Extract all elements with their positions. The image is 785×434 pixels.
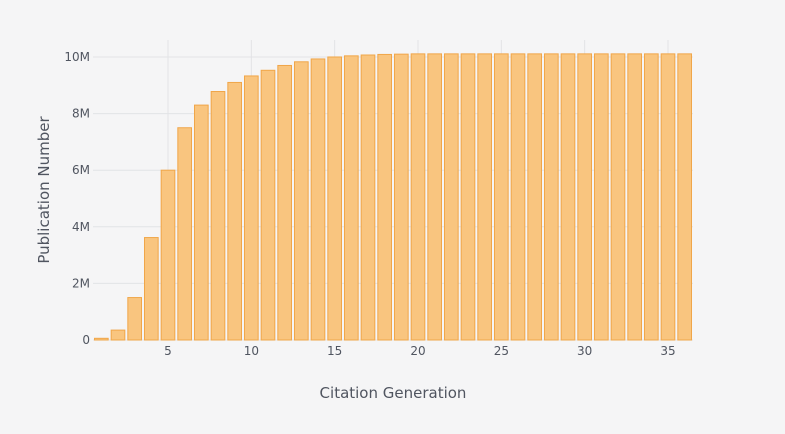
bar bbox=[277, 64, 293, 341]
bars-layer bbox=[94, 53, 692, 341]
y-tick-label: 6M bbox=[72, 163, 90, 177]
bar bbox=[494, 53, 509, 341]
y-tick-label: 8M bbox=[72, 107, 90, 121]
bar bbox=[227, 81, 242, 341]
bar bbox=[210, 91, 226, 341]
y-axis-ticks: 0 2M 4M 6M 8M 10M bbox=[64, 50, 90, 347]
x-axis-ticks: 5 10 15 20 25 30 35 bbox=[164, 344, 675, 358]
bar bbox=[110, 329, 126, 341]
y-axis-title: Publication Number bbox=[35, 115, 53, 263]
x-tick-label: 10 bbox=[244, 344, 259, 358]
bar bbox=[127, 297, 143, 341]
bar bbox=[527, 53, 542, 341]
bar bbox=[560, 53, 576, 341]
x-tick-label: 25 bbox=[494, 344, 509, 358]
bar bbox=[644, 53, 659, 341]
bar bbox=[144, 237, 159, 341]
bar bbox=[677, 53, 692, 341]
x-tick-label: 35 bbox=[660, 344, 675, 358]
y-tick-label: 10M bbox=[64, 50, 90, 64]
bar bbox=[577, 53, 592, 341]
bar bbox=[544, 53, 559, 341]
bar bbox=[610, 53, 626, 341]
x-tick-label: 15 bbox=[327, 344, 342, 358]
bar bbox=[394, 53, 409, 341]
bar bbox=[360, 54, 376, 341]
x-axis-title: Citation Generation bbox=[320, 384, 467, 402]
bar bbox=[194, 104, 209, 341]
bar bbox=[660, 53, 676, 341]
bar bbox=[377, 53, 393, 341]
bar bbox=[260, 69, 276, 341]
bar bbox=[460, 53, 476, 341]
bar bbox=[327, 56, 343, 341]
bar bbox=[344, 55, 359, 341]
bar bbox=[160, 169, 176, 341]
bar bbox=[410, 53, 426, 341]
bar bbox=[510, 53, 526, 341]
bar bbox=[244, 75, 259, 341]
bar bbox=[310, 58, 326, 341]
bar bbox=[427, 53, 443, 341]
x-tick-label: 5 bbox=[164, 344, 172, 358]
y-tick-label: 0 bbox=[82, 333, 90, 347]
bar bbox=[444, 53, 459, 341]
y-tick-label: 4M bbox=[72, 220, 90, 234]
bar bbox=[94, 337, 109, 341]
x-tick-label: 30 bbox=[577, 344, 592, 358]
bar bbox=[177, 127, 192, 341]
bar bbox=[477, 53, 493, 341]
bar bbox=[294, 61, 309, 341]
bar bbox=[627, 53, 642, 341]
bar bbox=[594, 53, 609, 341]
y-tick-label: 2M bbox=[72, 276, 90, 290]
x-tick-label: 20 bbox=[410, 344, 425, 358]
